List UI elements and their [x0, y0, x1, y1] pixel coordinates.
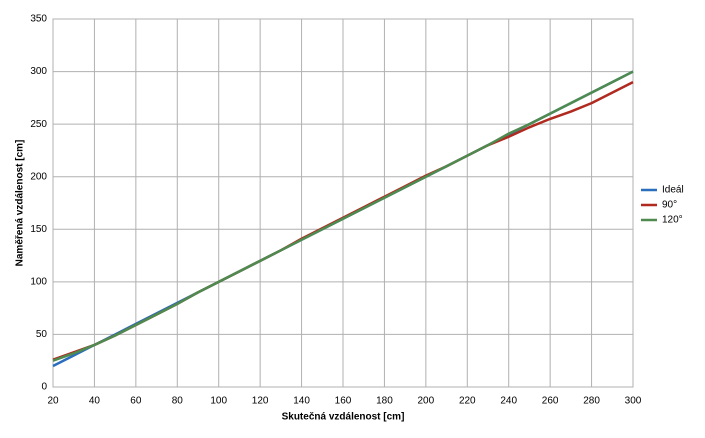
- x-tick-label: 60: [130, 396, 142, 407]
- x-tick-label: 100: [210, 396, 227, 407]
- legend-label: Ideál: [662, 185, 684, 196]
- x-tick-label: 220: [459, 396, 476, 407]
- legend-label: 90°: [662, 200, 677, 211]
- x-tick-label: 240: [500, 396, 517, 407]
- x-tick-label: 20: [47, 396, 59, 407]
- x-tick-label: 80: [172, 396, 184, 407]
- x-tick-label: 280: [583, 396, 600, 407]
- legend-label: 120°: [662, 215, 683, 226]
- x-tick-label: 300: [625, 396, 642, 407]
- x-tick-label: 120: [252, 396, 269, 407]
- y-tick-label: 350: [30, 14, 47, 25]
- series-line: [52, 70, 634, 362]
- x-tick-label: 40: [89, 396, 101, 407]
- x-tick-label: 160: [335, 396, 352, 407]
- y-tick-label: 50: [36, 329, 48, 340]
- y-tick-label: 300: [30, 66, 47, 77]
- y-tick-label: 150: [30, 224, 47, 235]
- plot-frame: [52, 18, 634, 388]
- y-tick-label: 100: [30, 276, 47, 287]
- x-tick-label: 140: [293, 396, 310, 407]
- x-tick-label: 180: [376, 396, 393, 407]
- y-tick-label: 0: [41, 382, 47, 393]
- x-tick-label: 260: [542, 396, 559, 407]
- x-axis-title: Skutečná vzdálenost [cm]: [282, 412, 405, 423]
- y-tick-label: 250: [30, 119, 47, 130]
- y-tick-label: 200: [30, 171, 47, 182]
- x-tick-label: 200: [418, 396, 435, 407]
- y-axis-title: Naměřená vzdálenost [cm]: [15, 140, 26, 267]
